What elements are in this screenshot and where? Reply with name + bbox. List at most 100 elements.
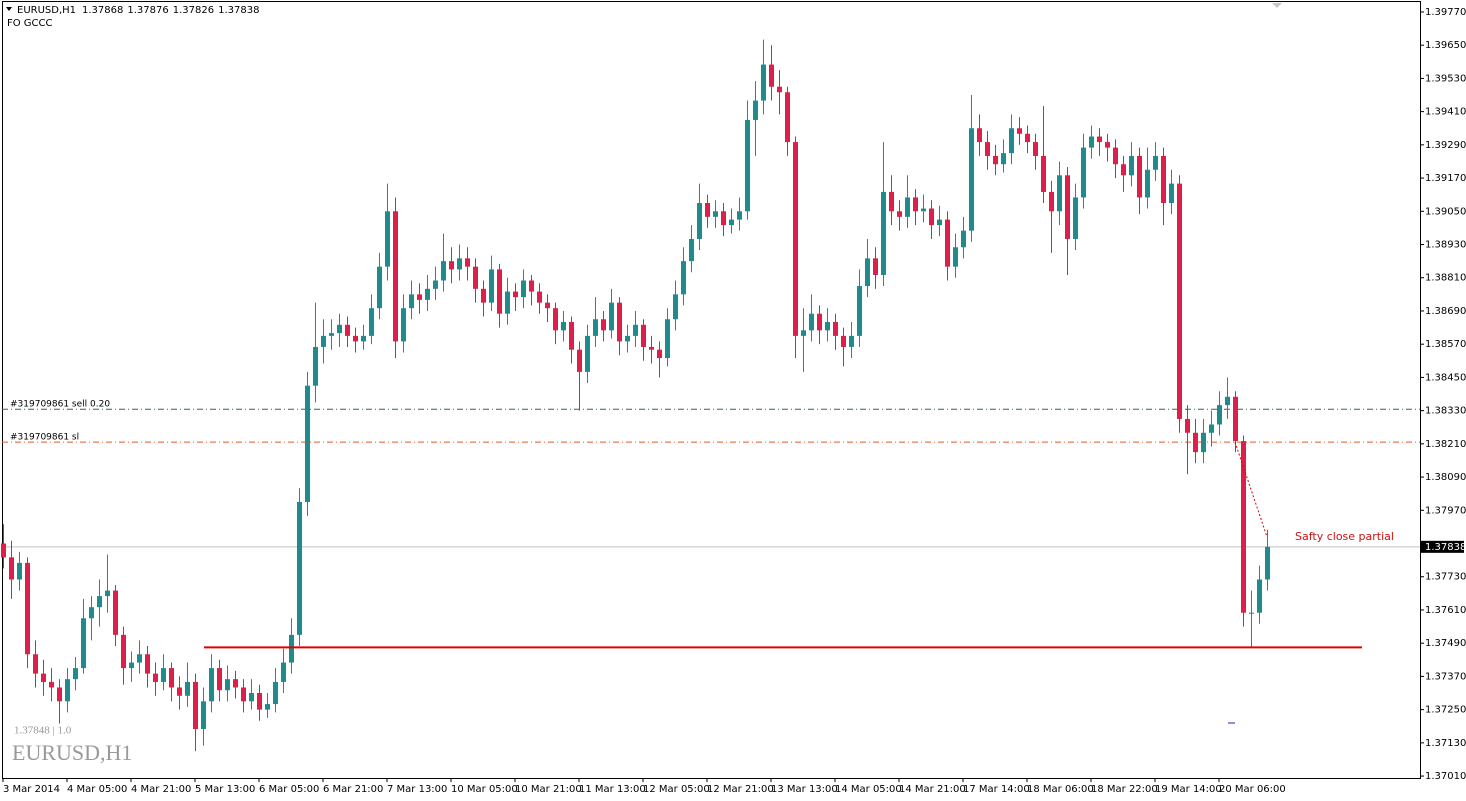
- candle-body: [617, 302, 622, 342]
- candle-body: [321, 335, 326, 347]
- y-tick-label: 1.39290: [1425, 140, 1466, 151]
- candle-body: [889, 191, 894, 212]
- watermark: EURUSD,H1: [12, 740, 132, 765]
- y-tick-label: 1.38210: [1425, 439, 1466, 450]
- candle-body: [1025, 133, 1030, 143]
- candle-body: [1241, 441, 1246, 613]
- candle-body: [1073, 197, 1078, 239]
- candle-body: [1169, 183, 1174, 203]
- candle-body: [217, 668, 222, 691]
- candle-body: [465, 258, 470, 267]
- y-tick-label: 1.37730: [1425, 572, 1466, 583]
- y-tick-label: 1.39050: [1425, 206, 1466, 217]
- candle-body: [737, 211, 742, 220]
- candle-body: [153, 673, 158, 682]
- candle-body: [601, 319, 606, 331]
- candle-body: [929, 208, 934, 226]
- candle-body: [641, 324, 646, 347]
- candle-body: [585, 335, 590, 372]
- x-tick-label: 18 Mar 06:00: [1027, 784, 1094, 795]
- candle-body: [441, 261, 446, 281]
- header: EURUSD,H1 1.37868 1.37876 1.37826 1.37838: [17, 5, 259, 16]
- order-label: #319709861 sell 0.20: [10, 400, 110, 410]
- candle-body: [161, 668, 166, 682]
- x-tick-label: 12 Mar 05:00: [643, 784, 710, 795]
- candle-body: [1065, 175, 1070, 239]
- candle-body: [313, 346, 318, 386]
- candle-body: [969, 128, 974, 231]
- candle-body: [1017, 128, 1022, 134]
- candle-body: [921, 208, 926, 212]
- candle-body: [1145, 169, 1150, 198]
- candle-body: [41, 673, 46, 682]
- x-tick-label: 6 Mar 05:00: [259, 784, 319, 795]
- y-tick-label: 1.37370: [1425, 671, 1466, 682]
- candle-body: [785, 92, 790, 143]
- y-tick-label: 1.38570: [1425, 339, 1466, 350]
- y-tick-label: 1.37610: [1425, 605, 1466, 616]
- menu-arrow: [6, 7, 12, 11]
- candle-body: [649, 346, 654, 350]
- candle-body: [193, 681, 198, 729]
- candle-body: [361, 335, 366, 342]
- candle-body: [1097, 136, 1102, 143]
- y-tick-label: 1.38690: [1425, 306, 1466, 317]
- close: 1.37838: [218, 5, 259, 16]
- candle-body: [497, 269, 502, 314]
- candle-body: [409, 294, 414, 309]
- candle-body: [857, 286, 862, 336]
- candle-body: [337, 324, 342, 334]
- x-tick-label: 13 Mar 13:00: [771, 784, 838, 795]
- candle-body: [1225, 396, 1230, 406]
- y-tick-label: 1.38090: [1425, 472, 1466, 483]
- candle-body: [17, 562, 22, 580]
- candle-body: [97, 596, 102, 608]
- candle-body: [537, 291, 542, 303]
- x-tick-label: 4 Mar 21:00: [131, 784, 191, 795]
- candle-body: [1113, 147, 1118, 165]
- y-tick-label: 1.39650: [1425, 40, 1466, 51]
- x-tick-label: 19 Mar 14:00: [1155, 784, 1222, 795]
- x-tick-label: 14 Mar 21:00: [899, 784, 966, 795]
- candle-body: [233, 679, 238, 688]
- x-tick-label: 6 Mar 21:00: [323, 784, 383, 795]
- candle-body: [841, 335, 846, 347]
- candle-body: [1033, 142, 1038, 156]
- candle-body: [65, 679, 70, 702]
- open: 1.37868: [82, 5, 123, 16]
- candle-body: [201, 701, 206, 729]
- y-tick-label: 1.39170: [1425, 173, 1466, 184]
- candle-body: [353, 335, 358, 342]
- order-label: #319709861 sl: [10, 433, 79, 443]
- candle-body: [129, 662, 134, 669]
- candle-body: [489, 269, 494, 303]
- bid-label: 1.37838: [1425, 542, 1466, 553]
- y-tick-label: 1.39410: [1425, 107, 1466, 118]
- candle-body: [761, 64, 766, 101]
- candle-body: [241, 687, 246, 702]
- candle-body: [817, 313, 822, 331]
- candle-body: [1185, 418, 1190, 433]
- candle-body: [369, 308, 374, 336]
- y-tick-label: 1.38810: [1425, 273, 1466, 284]
- candle-body: [1177, 183, 1182, 419]
- candle-body: [1233, 396, 1238, 442]
- candle-body: [425, 288, 430, 300]
- candle-body: [633, 324, 638, 336]
- candle-body: [793, 142, 798, 336]
- symbol: EURUSD,H1: [17, 5, 76, 16]
- candle-body: [825, 322, 830, 331]
- candle-body: [705, 202, 710, 217]
- candle-body: [1265, 546, 1270, 580]
- x-tick-label: 4 Mar 05:00: [67, 784, 127, 795]
- candle-body: [673, 294, 678, 320]
- annotation: Safty close partial: [1295, 530, 1394, 543]
- y-tick-label: 1.39770: [1425, 7, 1466, 18]
- indicator-name: FO GCCC: [7, 18, 53, 29]
- candle-body: [553, 308, 558, 331]
- candle-body: [433, 280, 438, 289]
- candle-body: [689, 238, 694, 262]
- candle-body: [1257, 579, 1262, 613]
- x-tick-label: 11 Mar 13:00: [579, 784, 646, 795]
- candle-body: [297, 501, 302, 635]
